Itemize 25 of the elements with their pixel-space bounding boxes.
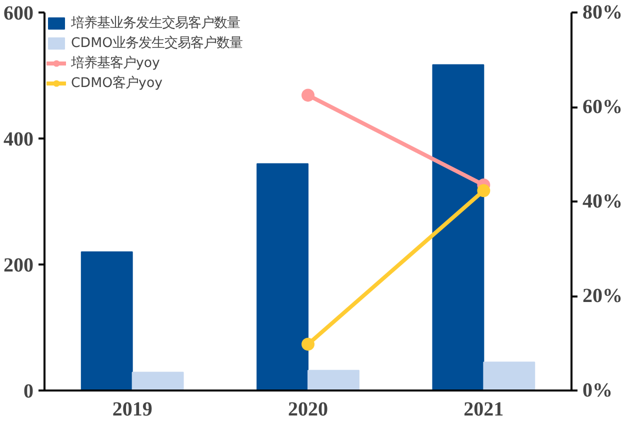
point	[302, 88, 314, 102]
y-tick-label: 0	[24, 380, 34, 402]
legend-label: CDMO业务发生交易客户数量	[71, 34, 243, 52]
bar	[256, 163, 308, 390]
bar	[483, 362, 536, 390]
y2-tick-label: 0%	[582, 380, 612, 402]
bar	[132, 372, 184, 390]
y-tick-label: 600	[4, 2, 34, 24]
y-tick-label: 200	[4, 254, 34, 276]
bar	[432, 64, 484, 390]
legend-label: 培养基客户yoy	[71, 54, 160, 72]
y-tick-label: 400	[4, 128, 34, 150]
point	[477, 184, 490, 198]
y2-tick-label: 40%	[582, 190, 622, 212]
bar	[308, 370, 360, 390]
legend-label: 培养基业务发生交易客户数量	[71, 14, 240, 32]
bar	[80, 251, 133, 390]
y2-tick-label: 60%	[582, 96, 622, 118]
y2-tick-label: 80%	[582, 2, 622, 24]
legend-label: CDMO客户yoy	[71, 74, 162, 92]
x-tick-label: 2020	[288, 398, 328, 420]
x-tick-label: 2021	[464, 398, 504, 420]
x-tick-label: 2019	[112, 398, 152, 420]
y2-tick-label: 20%	[582, 285, 622, 307]
point	[302, 338, 314, 351]
